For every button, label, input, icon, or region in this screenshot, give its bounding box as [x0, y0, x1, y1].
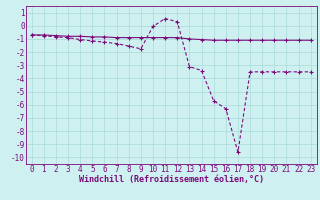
X-axis label: Windchill (Refroidissement éolien,°C): Windchill (Refroidissement éolien,°C) — [79, 175, 264, 184]
